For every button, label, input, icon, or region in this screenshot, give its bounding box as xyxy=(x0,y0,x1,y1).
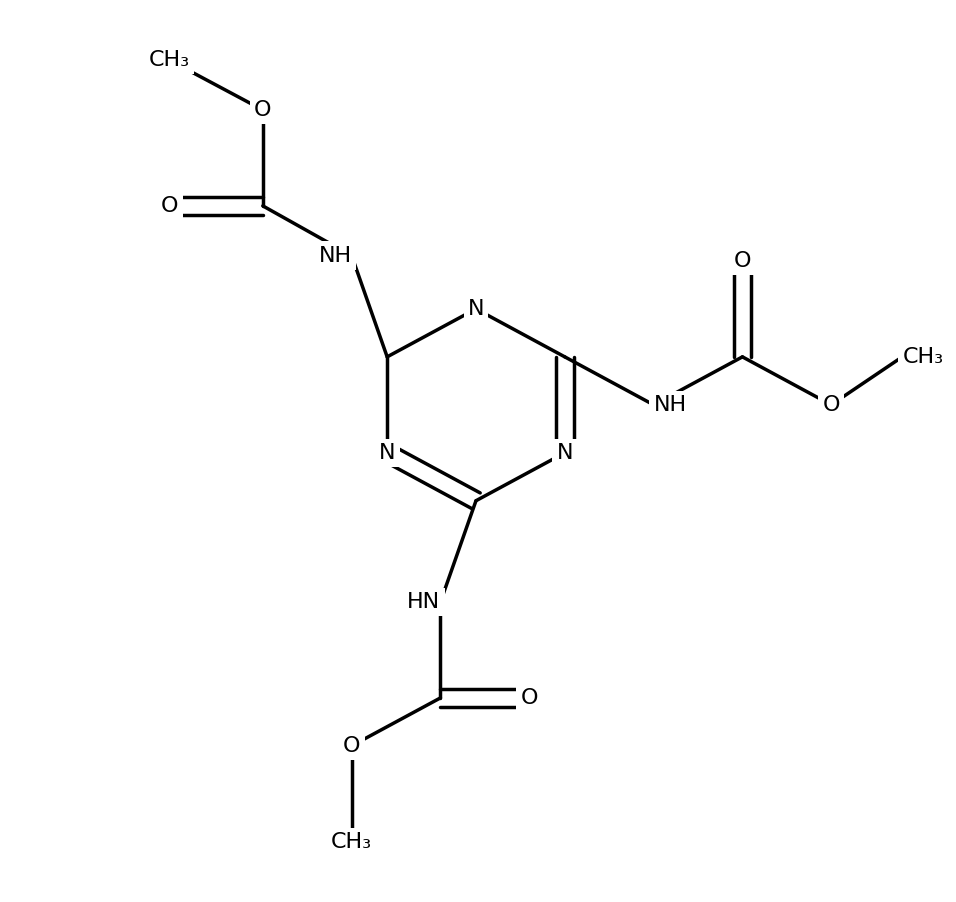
Text: CH₃: CH₃ xyxy=(331,832,372,851)
Text: O: O xyxy=(822,395,840,415)
Text: NH: NH xyxy=(318,245,352,265)
Text: CH₃: CH₃ xyxy=(149,51,190,70)
Text: N: N xyxy=(556,443,573,463)
Text: O: O xyxy=(520,688,538,708)
Text: O: O xyxy=(343,736,360,756)
Text: NH: NH xyxy=(654,395,686,415)
Text: N: N xyxy=(379,443,396,463)
Text: O: O xyxy=(254,100,272,120)
Text: O: O xyxy=(161,196,179,216)
Text: CH₃: CH₃ xyxy=(902,347,944,367)
Text: O: O xyxy=(733,251,751,271)
Text: HN: HN xyxy=(407,592,441,612)
Text: N: N xyxy=(467,299,485,319)
